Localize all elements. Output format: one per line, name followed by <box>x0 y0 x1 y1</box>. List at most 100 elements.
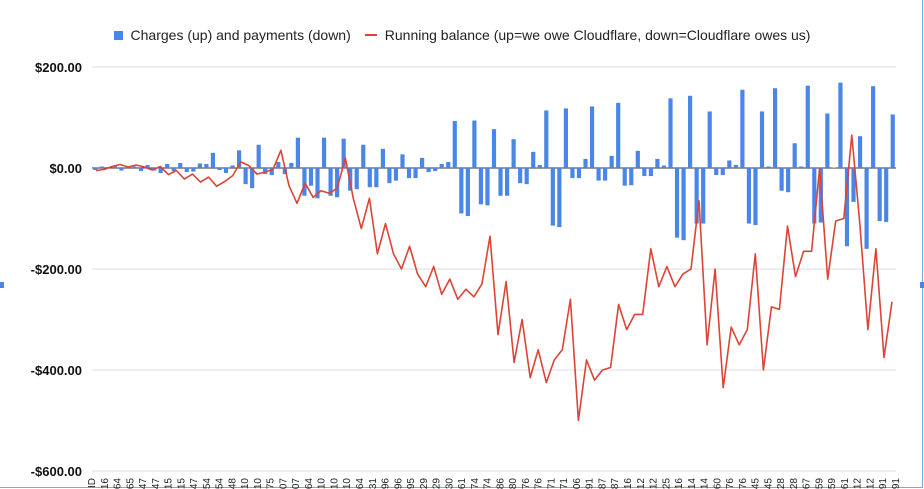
legend-item-line[interactable]: Running balance (up=we owe Cloudflare, d… <box>364 27 811 43</box>
bar <box>759 111 765 168</box>
bar <box>138 168 144 172</box>
bar <box>524 168 529 185</box>
x-tick-label: 74 <box>470 478 481 489</box>
bar <box>99 166 104 168</box>
resize-handle-left[interactable] <box>0 282 4 288</box>
x-tick-label: 07 <box>291 478 302 489</box>
bar <box>576 168 582 179</box>
x-tick-label: 10 <box>253 478 264 489</box>
x-tick-label: 47 <box>151 478 162 489</box>
x-tick-label: 91 <box>585 478 596 489</box>
x-tick-label: 15 <box>176 478 187 489</box>
bar <box>838 82 843 168</box>
x-tick-label: 47 <box>138 478 149 489</box>
bar <box>799 166 804 168</box>
x-tick-label: 28 <box>776 478 787 489</box>
x-tick-label: 75 <box>266 478 277 489</box>
bar <box>145 164 150 168</box>
x-tick-label: 59 <box>814 478 825 489</box>
resize-handle-right[interactable] <box>920 282 924 288</box>
bar <box>478 168 484 205</box>
x-tick-label: 71 <box>559 478 570 489</box>
bar <box>772 88 778 168</box>
bar <box>400 154 405 168</box>
legend-label-line: Running balance (up=we owe Cloudflare, d… <box>384 27 811 43</box>
bar <box>746 168 752 224</box>
x-tick-label: 59 <box>827 478 838 489</box>
x-tick-label: 29 <box>432 478 443 489</box>
x-tick-label: 10 <box>329 478 340 489</box>
bar <box>367 168 372 188</box>
bar <box>511 139 516 168</box>
bar <box>263 168 268 175</box>
x-tick-label: 87 <box>597 478 608 489</box>
bar <box>335 168 340 198</box>
bar <box>498 168 503 196</box>
x-tick-label: 76 <box>725 478 736 489</box>
bar <box>315 168 320 199</box>
bar <box>596 168 601 181</box>
x-tick-label: 64 <box>113 478 124 489</box>
bar <box>688 95 693 168</box>
x-axis-ticks: ID 16 64 65 47 47 15 15 47 54 54 48 10 10 75 07 07 64 10 10… <box>87 478 902 489</box>
y-tick-label: $0.00 <box>49 161 82 176</box>
bar <box>112 165 117 168</box>
x-tick-label: 48 <box>227 478 238 489</box>
x-tick-label: 31 <box>368 478 379 489</box>
x-tick-label: 12 <box>865 478 876 489</box>
bar <box>341 138 346 168</box>
x-tick-label: 12 <box>649 478 660 489</box>
x-tick-label: 65 <box>125 478 136 489</box>
legend-swatch-line <box>364 34 377 36</box>
x-tick-label: 61 <box>840 478 851 489</box>
x-tick-label: 91 <box>878 478 889 489</box>
bar <box>570 168 575 179</box>
bar <box>452 121 457 168</box>
bar <box>661 165 667 168</box>
x-tick-label: 30 <box>444 478 455 489</box>
bar <box>655 158 660 168</box>
x-tick-label: 10 <box>342 478 353 489</box>
bar <box>753 168 758 226</box>
bar-layer <box>93 82 895 249</box>
bar <box>779 168 784 191</box>
legend-swatch-bars <box>113 30 123 40</box>
bar <box>871 86 876 168</box>
bar <box>217 168 222 171</box>
x-tick-label: 86 <box>495 478 506 489</box>
x-tick-label: 76 <box>521 478 532 489</box>
x-tick-label: ID <box>87 478 98 488</box>
bar <box>642 168 647 177</box>
bar <box>354 168 359 190</box>
x-tick-label: 61 <box>457 478 468 489</box>
bar <box>727 160 732 168</box>
bar <box>589 106 595 168</box>
bar <box>446 161 451 168</box>
bar <box>720 168 725 176</box>
bar <box>491 129 497 168</box>
bar <box>413 168 418 179</box>
bar <box>890 114 895 168</box>
x-tick-label: 91 <box>891 478 902 489</box>
bar <box>276 161 281 168</box>
legend-item-bars[interactable]: Charges (up) and payments (down) <box>113 27 351 43</box>
bar <box>210 152 216 168</box>
bar <box>223 168 229 174</box>
bar <box>184 168 189 173</box>
bar <box>563 108 568 168</box>
bar <box>609 155 614 168</box>
bar <box>740 89 745 168</box>
x-tick-label: 64 <box>355 478 366 489</box>
bar <box>805 85 810 168</box>
bar <box>132 166 137 168</box>
bar <box>544 110 549 168</box>
x-tick-label: 87 <box>610 478 621 489</box>
bar <box>648 168 653 177</box>
x-tick-label: 10 <box>317 478 328 489</box>
bar <box>230 165 235 168</box>
bar <box>191 168 196 172</box>
bar <box>557 168 562 228</box>
x-tick-label: 06 <box>572 478 583 489</box>
bar <box>485 168 490 206</box>
x-tick-label: 10 <box>240 478 251 489</box>
